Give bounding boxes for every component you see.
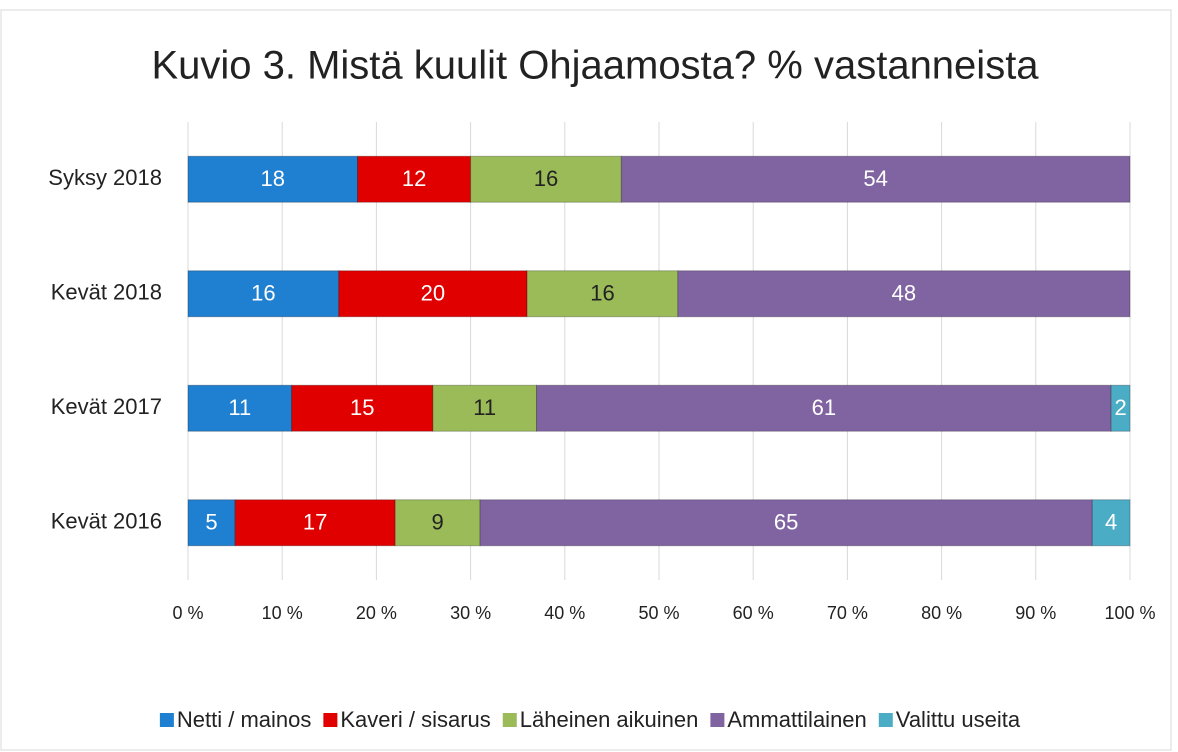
data-label: 11 (228, 395, 251, 420)
data-label: 48 (892, 281, 916, 306)
legend-swatch (159, 713, 174, 727)
bar-segment (1091, 499, 1131, 547)
data-label: 54 (863, 166, 887, 191)
legend-swatch (878, 713, 893, 727)
data-label: 15 (350, 395, 374, 420)
bar-segment (357, 155, 472, 203)
x-tick-label: 20 % (356, 603, 397, 623)
legend-swatch (323, 713, 338, 727)
bar-segment (432, 384, 538, 432)
x-tick-label: 70 % (827, 603, 868, 623)
bar-segment (1110, 384, 1131, 432)
data-label: 5 (205, 510, 217, 535)
data-label: 16 (590, 281, 614, 306)
y-tick-label: Syksy 2018 (48, 165, 162, 190)
bar-segment (338, 270, 528, 318)
legend-swatch (502, 713, 517, 727)
chart-border (0, 9, 1172, 751)
x-tick-label: 60 % (733, 603, 774, 623)
x-tick-label: 40 % (544, 603, 585, 623)
data-label: 2 (1114, 395, 1126, 420)
data-label: 65 (774, 510, 798, 535)
data-label: 4 (1105, 510, 1117, 535)
data-label: 20 (421, 281, 445, 306)
x-tick-label: 30 % (450, 603, 491, 623)
bar-segment (620, 155, 1131, 203)
chart-title: Kuvio 3. Mistä kuulit Ohjaamosta? % vast… (151, 44, 1039, 88)
y-tick-label: Kevät 2017 (51, 394, 162, 419)
data-label: 18 (261, 166, 285, 191)
bar-segment (187, 384, 293, 432)
legend-label: Kaveri / sisarus (340, 707, 490, 732)
x-tick-label: 50 % (638, 603, 679, 623)
bar-segment (234, 499, 396, 547)
legend-swatch (710, 713, 725, 727)
x-tick-label: 0 % (172, 603, 203, 623)
data-label: 9 (432, 510, 444, 535)
bar-segment (187, 499, 236, 547)
legend-label: Valittu useita (896, 707, 1021, 732)
data-label: 12 (402, 166, 426, 191)
bar-segment (677, 270, 1131, 318)
x-tick-label: 10 % (262, 603, 303, 623)
x-tick-label: 80 % (921, 603, 962, 623)
legend-label: Läheinen aikuinen (520, 707, 699, 732)
legend: Netti / mainos Kaveri / sisarus Läheinen a… (159, 707, 1021, 732)
x-tick-label: 90 % (1015, 603, 1056, 623)
bar-segment (536, 384, 1112, 432)
data-label: 61 (812, 395, 836, 420)
bar-segment (479, 499, 1093, 547)
data-label: 11 (473, 395, 496, 420)
bar-segment (526, 270, 679, 318)
data-label: 16 (534, 166, 558, 191)
data-label: 17 (303, 510, 327, 535)
legend-label: Netti / mainos (177, 707, 312, 732)
bar-segment (394, 499, 481, 547)
legend-label: Ammattilainen (727, 707, 866, 732)
y-tick-label: Kevät 2016 (51, 509, 162, 534)
y-tick-label: Kevät 2018 (51, 280, 162, 305)
data-label: 16 (251, 281, 275, 306)
bar-segment (187, 155, 359, 203)
bar-segment (187, 270, 340, 318)
x-tick-label: 100 % (1104, 603, 1155, 623)
bar-segment (291, 384, 434, 432)
